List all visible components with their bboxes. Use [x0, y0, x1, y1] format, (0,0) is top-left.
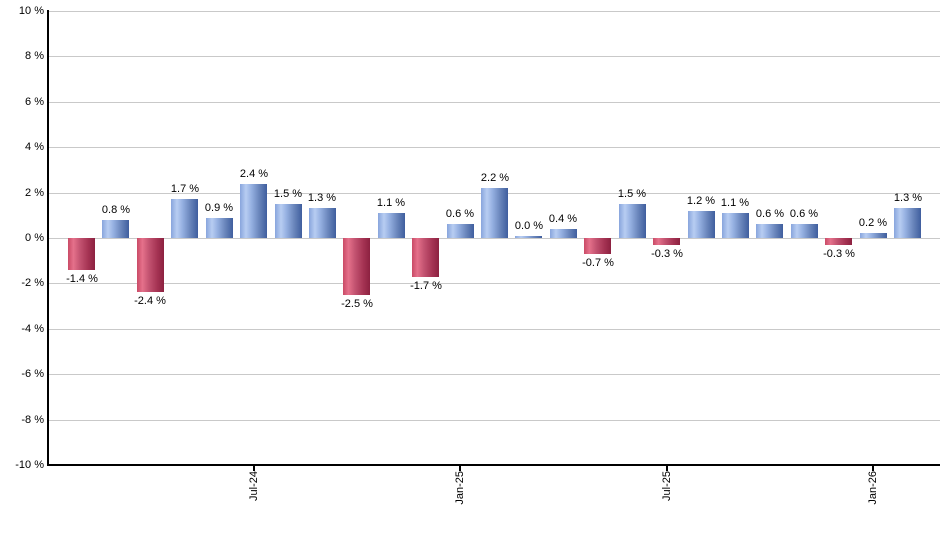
- y-axis-tick-label: 2 %: [25, 187, 44, 199]
- bar-value-label: 2.4 %: [239, 168, 269, 180]
- y-axis-tick-label: -4 %: [21, 323, 44, 335]
- bar-value-label: -2.4 %: [134, 295, 166, 307]
- bar-negative[interactable]: [584, 238, 611, 254]
- gridline: [49, 329, 940, 330]
- bar-negative[interactable]: [343, 238, 370, 295]
- bar-negative[interactable]: [412, 238, 439, 277]
- bar-positive[interactable]: [309, 208, 336, 238]
- bar-value-label: -2.5 %: [341, 298, 373, 310]
- bar-value-label: 1.2 %: [686, 195, 716, 207]
- bar-positive[interactable]: [171, 199, 198, 238]
- bar-value-label: 1.5 %: [617, 188, 647, 200]
- bar-positive[interactable]: [206, 218, 233, 238]
- y-axis-tick-label: 4 %: [25, 141, 44, 153]
- x-axis-tick: [666, 464, 668, 471]
- y-axis-line: [47, 10, 49, 466]
- bar-value-label: 0.0 %: [514, 220, 544, 232]
- bar-value-label: 0.8 %: [101, 204, 131, 216]
- y-axis-tick-label: 8 %: [25, 50, 44, 62]
- bar-value-label: -0.3 %: [823, 248, 855, 260]
- x-axis-tick: [872, 464, 874, 471]
- bar-negative[interactable]: [68, 238, 95, 270]
- bar-positive[interactable]: [894, 208, 921, 238]
- bar-positive[interactable]: [756, 224, 783, 238]
- y-axis-tick-label: 6 %: [25, 96, 44, 108]
- x-axis-tick: [253, 464, 255, 471]
- bar-value-label: -0.7 %: [582, 257, 614, 269]
- gridline: [49, 56, 940, 57]
- bar-positive[interactable]: [860, 233, 887, 238]
- y-axis-tick-label: -2 %: [21, 277, 44, 289]
- bar-value-label: 1.7 %: [170, 183, 200, 195]
- bar-negative[interactable]: [137, 238, 164, 292]
- x-axis-tick-label: Jul-24: [248, 471, 260, 501]
- bar-value-label: 0.6 %: [445, 208, 475, 220]
- gridline: [49, 283, 940, 284]
- bar-value-label: 1.1 %: [376, 197, 406, 209]
- x-axis-tick-label: Jan-25: [454, 471, 466, 505]
- bar-positive[interactable]: [481, 188, 508, 238]
- bar-value-label: 1.1 %: [720, 197, 750, 209]
- bar-positive[interactable]: [791, 224, 818, 238]
- bar-value-label: 0.6 %: [789, 208, 819, 220]
- bar-value-label: 0.6 %: [755, 208, 785, 220]
- bar-positive[interactable]: [688, 211, 715, 238]
- bar-positive[interactable]: [378, 213, 405, 238]
- y-axis-tick-label: -6 %: [21, 368, 44, 380]
- bar-positive[interactable]: [240, 184, 267, 238]
- bar-value-label: -1.7 %: [410, 280, 442, 292]
- y-axis-tick-label: 10 %: [18, 5, 44, 17]
- bar-value-label: 0.2 %: [858, 217, 888, 229]
- bar-value-label: 1.3 %: [893, 192, 923, 204]
- y-axis-tick-label: 0 %: [25, 232, 44, 244]
- x-axis-tick: [459, 464, 461, 471]
- x-axis-line: [47, 464, 940, 466]
- x-axis-tick-label: Jan-26: [867, 471, 879, 505]
- bar-negative[interactable]: [653, 238, 680, 245]
- bar-value-label: 1.3 %: [307, 192, 337, 204]
- bar-positive[interactable]: [619, 204, 646, 238]
- x-axis-tick-label: Jul-25: [661, 471, 673, 501]
- gridline: [49, 147, 940, 148]
- bar-value-label: 1.5 %: [273, 188, 303, 200]
- bar-positive[interactable]: [722, 213, 749, 238]
- bar-value-label: 2.2 %: [480, 172, 510, 184]
- bar-positive[interactable]: [275, 204, 302, 238]
- bar-positive[interactable]: [515, 236, 542, 238]
- bar-value-label: -0.3 %: [651, 248, 683, 260]
- gridline: [49, 11, 940, 12]
- bar-value-label: 0.4 %: [548, 213, 578, 225]
- gridline: [49, 102, 940, 103]
- bar-positive[interactable]: [447, 224, 474, 238]
- y-axis-tick-label: -8 %: [21, 414, 44, 426]
- bar-negative[interactable]: [825, 238, 852, 245]
- gridline: [49, 374, 940, 375]
- bar-value-label: 0.9 %: [204, 202, 234, 214]
- gridline: [49, 238, 940, 239]
- gridline: [49, 420, 940, 421]
- bar-positive[interactable]: [550, 229, 577, 238]
- y-axis-tick-label: -10 %: [15, 459, 44, 471]
- bar-value-label: -1.4 %: [66, 273, 98, 285]
- bar-positive[interactable]: [102, 220, 129, 238]
